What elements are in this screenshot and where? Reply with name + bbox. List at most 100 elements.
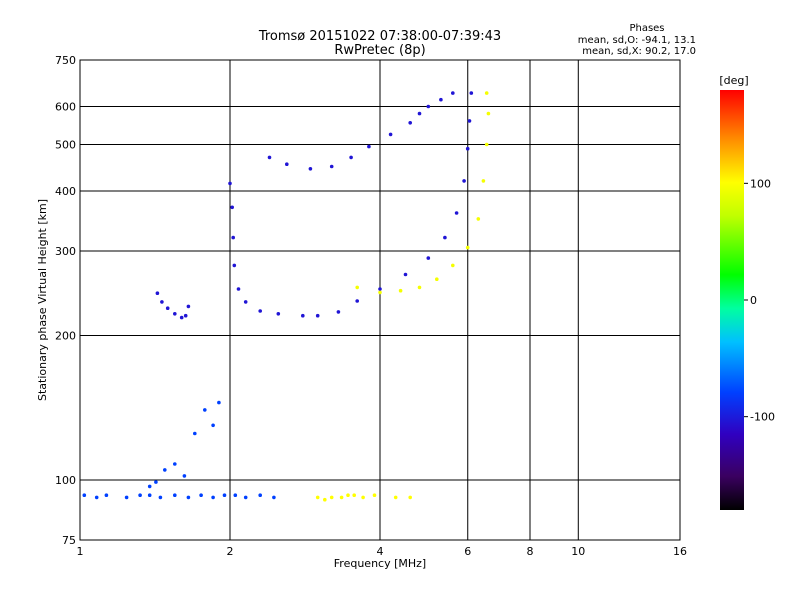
data-point [462, 179, 466, 183]
data-point [267, 155, 272, 160]
data-point [426, 104, 431, 109]
data-point [232, 263, 237, 268]
x-tick-label: 16 [673, 545, 687, 558]
data-point [186, 304, 191, 309]
data-point [315, 495, 320, 500]
data-point [222, 493, 227, 498]
data-point [147, 484, 152, 489]
data-point [285, 162, 289, 166]
data-point [186, 495, 191, 500]
data-point [339, 495, 344, 500]
data-point [465, 245, 470, 250]
colorbar-unit-label: [deg] [719, 74, 748, 87]
data-point [378, 290, 382, 295]
data-point [82, 493, 87, 498]
data-point [230, 205, 234, 210]
data-point [203, 408, 207, 412]
data-points [82, 91, 491, 502]
data-point [417, 285, 422, 290]
data-point [160, 300, 164, 304]
data-point [173, 462, 177, 466]
stats-title: Phases [629, 23, 664, 34]
data-point [484, 91, 489, 95]
data-point [329, 164, 334, 169]
y-tick-label: 400 [55, 185, 76, 198]
data-point [231, 235, 235, 240]
y-tick-label: 300 [55, 245, 76, 258]
data-point [349, 155, 353, 160]
data-point [355, 299, 360, 303]
grid-lines [80, 60, 680, 540]
data-point [258, 309, 263, 313]
colorbar-tick-label: -100 [750, 411, 775, 424]
y-tick-label: 75 [62, 534, 76, 547]
data-point [211, 495, 215, 500]
data-point [165, 306, 170, 311]
x-tick-label: 6 [464, 545, 471, 558]
data-point [158, 495, 163, 500]
data-point [388, 132, 393, 137]
colorbar [720, 90, 744, 510]
data-point [403, 272, 408, 277]
data-point [408, 121, 413, 125]
data-point [233, 493, 238, 498]
data-point [465, 146, 470, 151]
data-point [393, 495, 398, 500]
data-point [329, 495, 334, 500]
data-point [276, 312, 281, 316]
data-point [183, 313, 188, 318]
data-point [104, 493, 109, 498]
data-point [336, 310, 341, 314]
data-point [182, 474, 187, 478]
data-point [467, 119, 472, 123]
data-point [236, 287, 241, 291]
x-tick-label: 1 [77, 545, 84, 558]
data-point [372, 493, 377, 498]
data-point [435, 277, 439, 282]
x-tick-label: 8 [527, 545, 534, 558]
data-point [469, 91, 474, 95]
y-tick-label: 750 [55, 54, 76, 67]
data-point [426, 256, 431, 260]
chart-subtitle: RwPretec (8p) [334, 43, 425, 58]
data-point [138, 493, 142, 498]
data-point [367, 144, 371, 149]
data-point [323, 497, 327, 502]
data-point [484, 142, 489, 147]
colorbar-tick-label: 0 [750, 294, 757, 307]
data-point [228, 181, 232, 186]
data-point [124, 495, 129, 500]
x-tick-label: 4 [377, 545, 384, 558]
data-point [173, 493, 177, 498]
x-axis-label: Frequency [MHz] [334, 557, 426, 570]
data-point [417, 111, 422, 116]
data-point [308, 167, 313, 171]
data-point [398, 288, 403, 293]
data-point [155, 291, 160, 296]
data-point [94, 495, 99, 500]
data-point [408, 495, 413, 500]
data-point [193, 431, 197, 436]
chart-title: Tromsø 20151022 07:38:00-07:39:43 [258, 29, 501, 44]
colorbar-ticks: 100 0 -100 [744, 177, 775, 424]
data-point [355, 285, 360, 290]
data-point [211, 423, 215, 428]
stats-o-mode: mean, sd,O: -94.1, 13.1 [578, 35, 696, 46]
data-point [243, 300, 248, 304]
data-point [301, 313, 305, 318]
y-tick-label: 600 [55, 101, 76, 114]
data-point [352, 493, 357, 498]
data-point [439, 97, 443, 102]
data-point [217, 400, 221, 405]
y-tick-label: 100 [55, 474, 76, 487]
data-point [147, 493, 152, 498]
data-point [378, 287, 382, 291]
data-point [451, 91, 455, 95]
data-point [454, 211, 459, 215]
x-tick-label: 10 [571, 545, 585, 558]
data-point [481, 179, 486, 183]
data-point [163, 468, 167, 472]
y-tick-label: 200 [55, 330, 76, 343]
x-tick-label: 2 [227, 545, 234, 558]
